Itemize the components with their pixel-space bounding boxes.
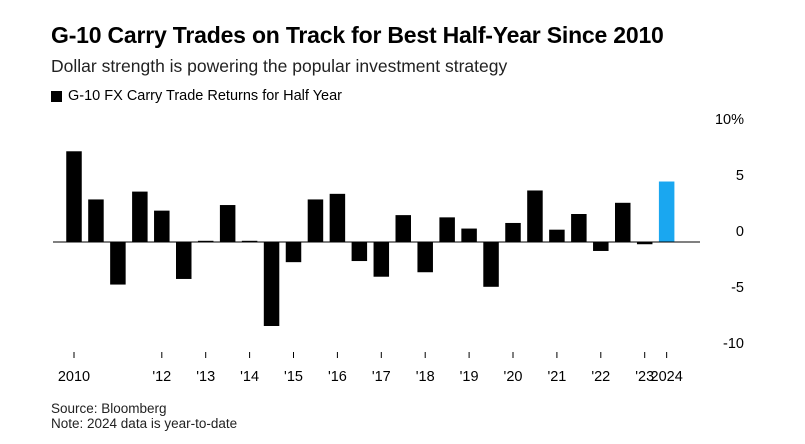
x-tick-label: '13 <box>196 369 215 385</box>
source-note: Source: Bloomberg <box>51 401 167 416</box>
bar <box>461 228 477 242</box>
chart-title: G-10 Carry Trades on Track for Best Half… <box>51 22 664 48</box>
x-tick-label: 2010 <box>58 369 90 385</box>
y-tick-label: -5 <box>731 280 744 296</box>
bar <box>241 240 258 242</box>
bar <box>395 215 411 242</box>
bar <box>483 242 499 287</box>
y-tick-label: 0 <box>736 224 744 240</box>
y-tick-label: 10% <box>715 112 744 128</box>
bar <box>132 191 148 242</box>
legend: G-10 FX Carry Trade Returns for Half Yea… <box>51 88 342 104</box>
x-tick-label: '18 <box>416 369 435 385</box>
chart-subtitle: Dollar strength is powering the popular … <box>51 56 508 76</box>
bar <box>88 199 104 242</box>
y-tick-label: -10 <box>723 336 744 352</box>
y-tick-label: 5 <box>736 168 744 184</box>
bar <box>154 210 170 242</box>
bar <box>658 181 675 242</box>
bar <box>176 242 192 279</box>
bar <box>110 242 126 285</box>
legend-label: G-10 FX Carry Trade Returns for Half Yea… <box>68 88 342 104</box>
x-tick-label: '22 <box>591 369 610 385</box>
x-tick-label: '16 <box>328 369 347 385</box>
bar <box>636 242 653 245</box>
bar <box>263 242 280 326</box>
bar <box>417 242 433 273</box>
x-tick-label: '17 <box>372 369 391 385</box>
x-tick-label: '14 <box>240 369 259 385</box>
x-tick-label: '23 <box>635 369 654 385</box>
bar <box>571 214 587 242</box>
x-tick-label: '21 <box>547 369 566 385</box>
bar <box>593 242 609 251</box>
bar <box>439 217 455 242</box>
x-tick-label: '12 <box>152 369 171 385</box>
bar <box>615 202 631 242</box>
bar <box>285 242 302 263</box>
bar <box>527 190 543 242</box>
bar <box>373 242 390 277</box>
bar <box>219 205 236 242</box>
x-tick-label: '15 <box>284 369 303 385</box>
bar <box>307 199 324 242</box>
bar <box>351 242 368 262</box>
data-note: Note: 2024 data is year-to-date <box>51 416 238 431</box>
bar <box>197 240 214 242</box>
bar <box>549 229 565 242</box>
legend-swatch <box>51 90 62 102</box>
x-tick-label: '19 <box>460 369 479 385</box>
bar <box>66 151 82 242</box>
bar <box>329 193 346 242</box>
x-tick-label: 2024 <box>651 369 683 385</box>
x-tick-label: '20 <box>504 369 523 385</box>
bar <box>505 222 521 242</box>
